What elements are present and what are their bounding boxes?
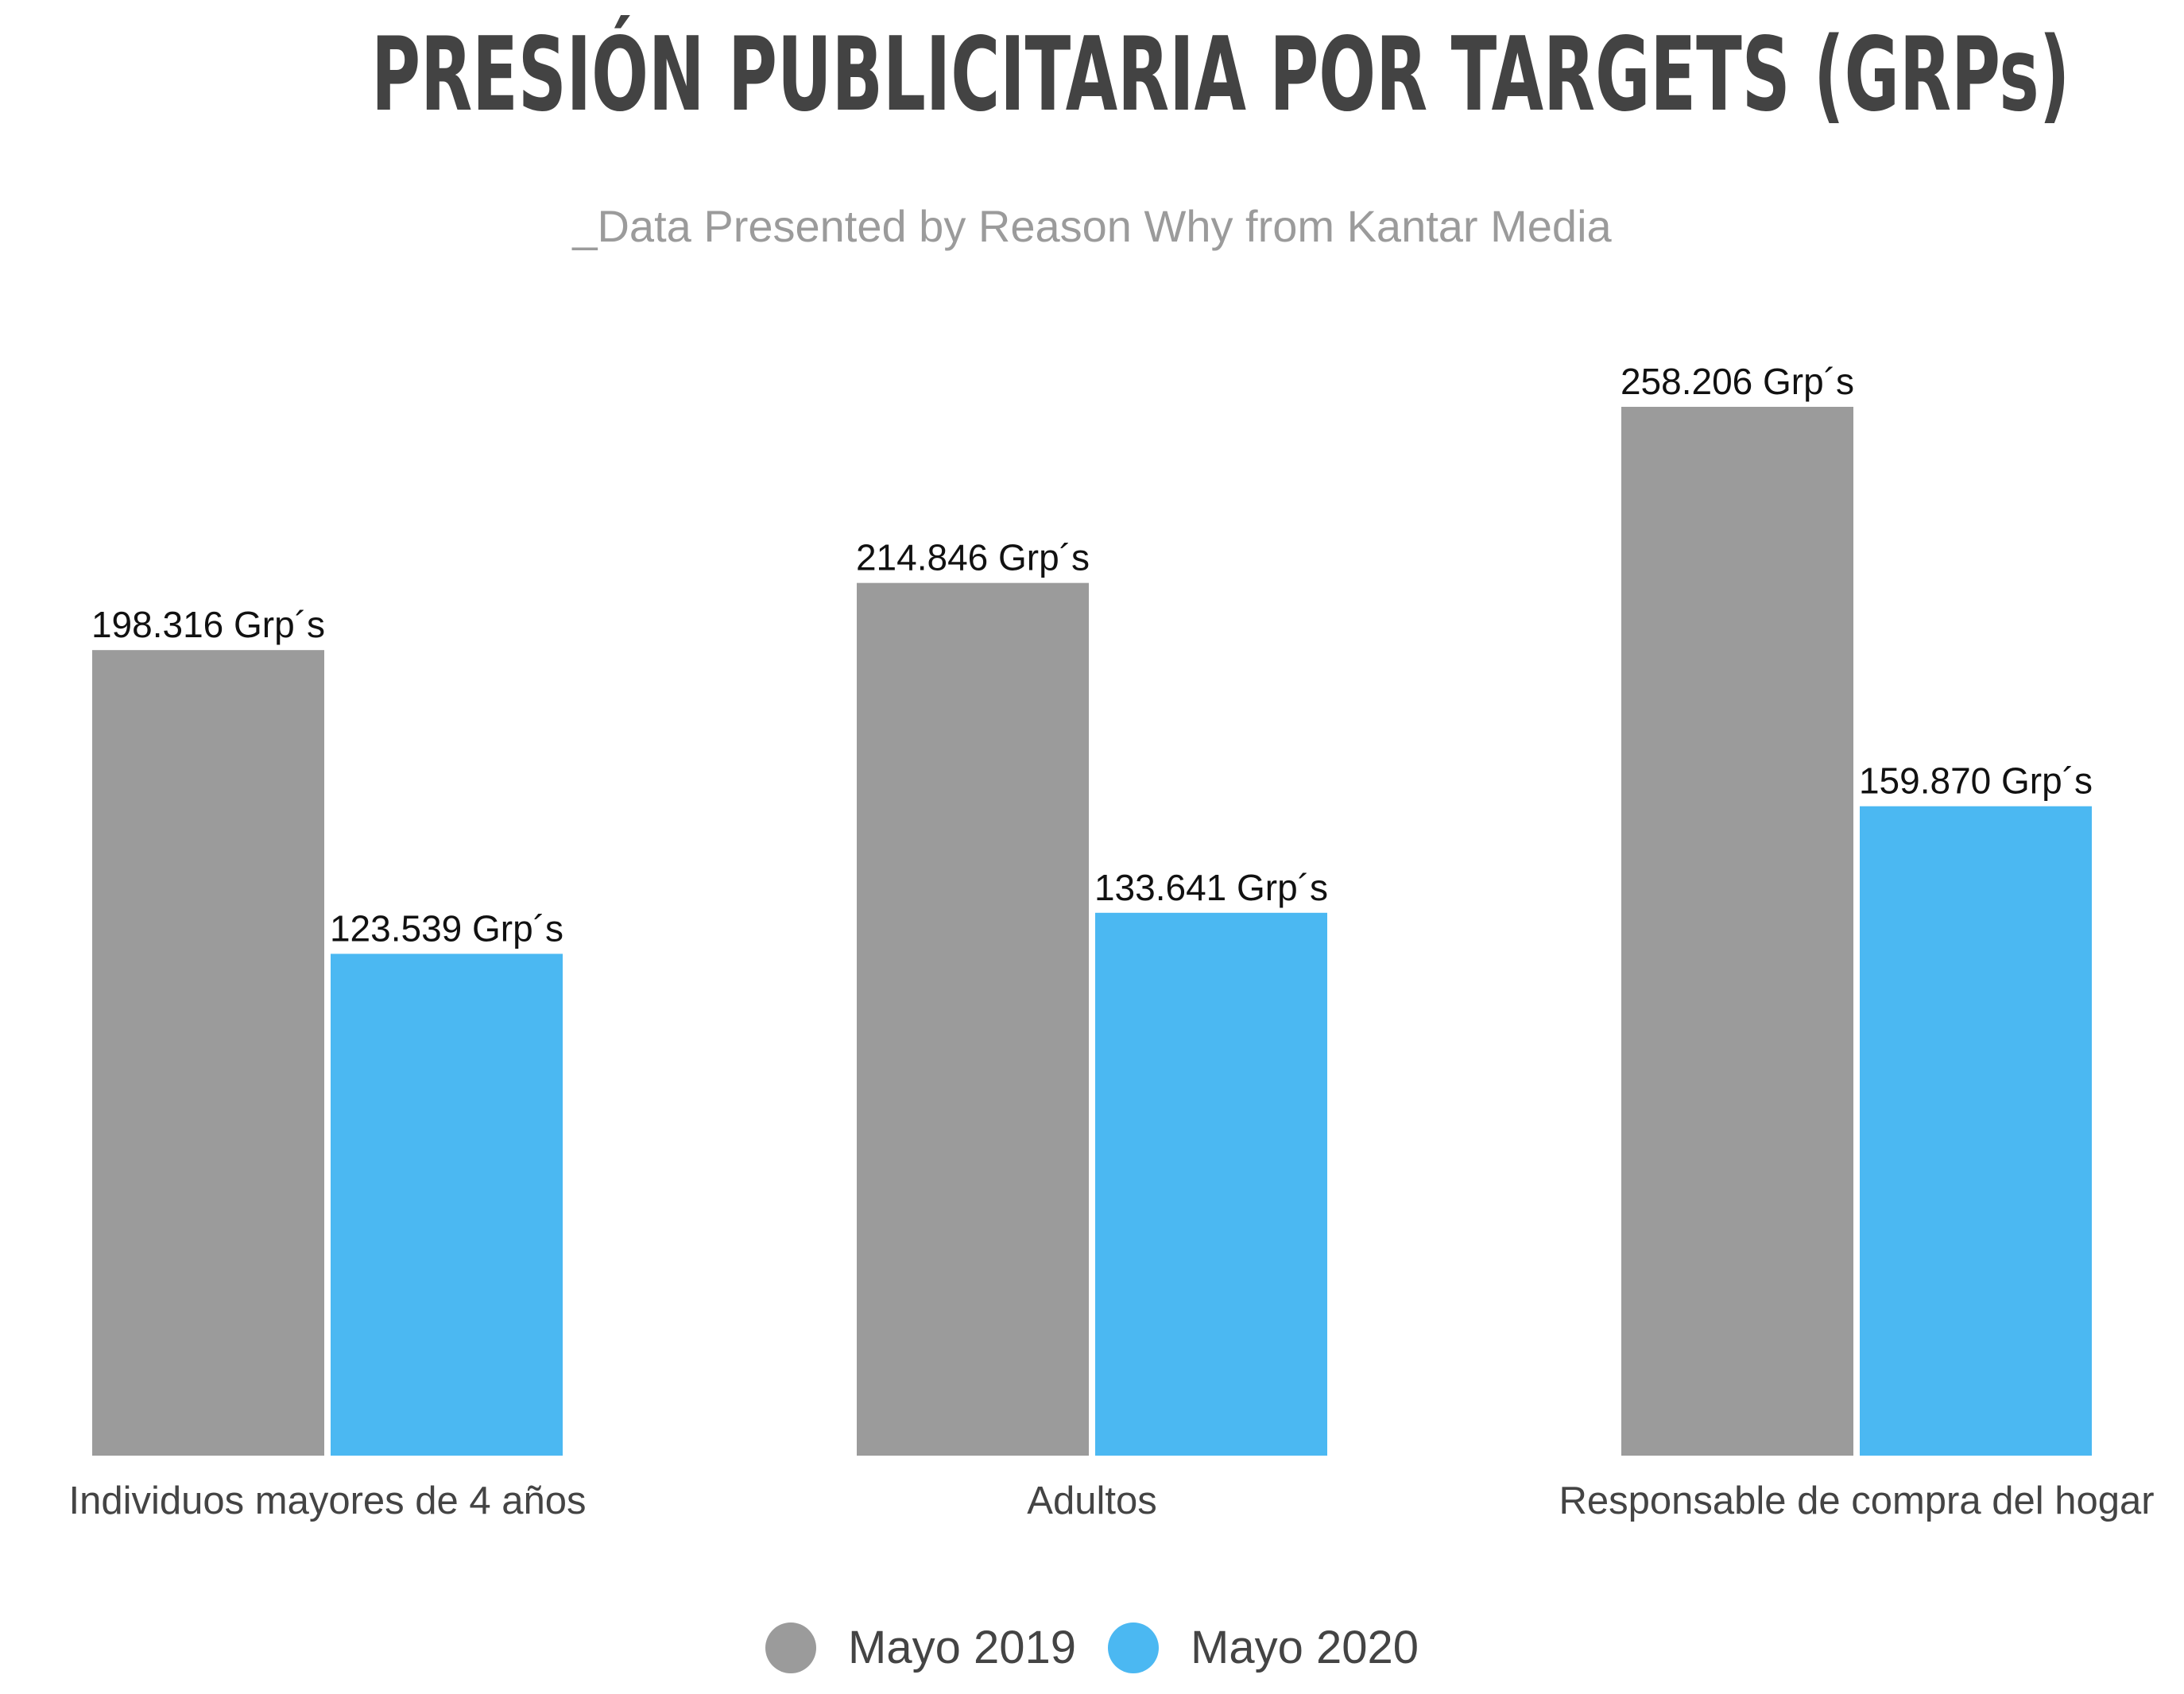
legend-label-series-1: Mayo 2020 bbox=[1191, 1622, 1419, 1673]
chart-title: PRESIÓN PUBLICITARIA POR TARGETS (GRPs) bbox=[371, 16, 2070, 134]
bar-0-2 bbox=[1621, 407, 1853, 1456]
legend-item-series-0: Mayo 2019 bbox=[765, 1621, 1076, 1674]
category-label-0: Individuos mayores de 4 años bbox=[69, 1479, 587, 1522]
category-label-2: Responsable de compra del hogar bbox=[1559, 1479, 2154, 1522]
legend-swatch-series-0 bbox=[765, 1622, 817, 1673]
bar-0-1 bbox=[857, 582, 1089, 1456]
category-label-1: Adultos bbox=[1027, 1479, 1156, 1522]
chart-subtitle: _Data Presented by Reason Why from Kanta… bbox=[572, 201, 1612, 251]
bar-chart: 198.316 Grp´s 123.539 Grp´s Individuos may… bbox=[69, 361, 2155, 1522]
data-label-1-1: 133.641 Grp´s bbox=[1094, 867, 1328, 908]
data-label-0-0: 198.316 Grp´s bbox=[91, 604, 325, 645]
legend-swatch-series-1 bbox=[1108, 1622, 1159, 1673]
bar-0-0 bbox=[92, 650, 324, 1456]
legend-label-series-0: Mayo 2019 bbox=[848, 1622, 1076, 1673]
legend: Mayo 2019 Mayo 2020 bbox=[0, 1621, 2184, 1674]
bar-1-1 bbox=[1095, 912, 1327, 1456]
bar-1-0 bbox=[331, 953, 563, 1456]
data-label-1-0: 123.539 Grp´s bbox=[330, 907, 563, 949]
data-label-1-2: 159.870 Grp´s bbox=[1859, 760, 2093, 802]
data-label-0-1: 214.846 Grp´s bbox=[856, 537, 1090, 578]
data-label-0-2: 258.206 Grp´s bbox=[1621, 361, 1854, 402]
legend-item-series-1: Mayo 2020 bbox=[1108, 1621, 1419, 1674]
bar-1-2 bbox=[1860, 806, 2092, 1456]
